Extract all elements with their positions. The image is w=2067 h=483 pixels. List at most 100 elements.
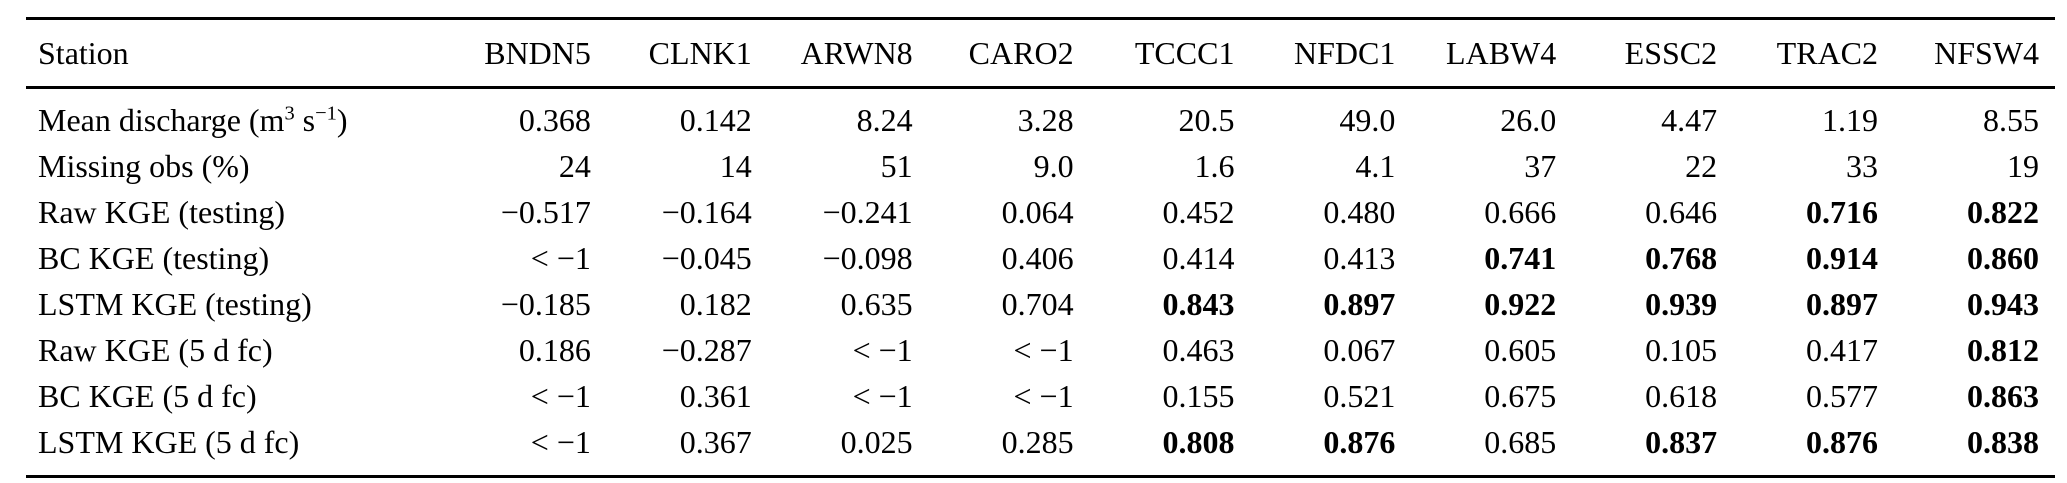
table-cell: 0.367 [679, 423, 752, 460]
superscript: −1 [315, 101, 337, 124]
table-cell: 0.406 [1001, 239, 1074, 276]
table-cell: 0.618 [1645, 377, 1718, 414]
table-row: LSTM KGE (5 d fc) < −1 0.367 0.025 0.285 0.80… [26, 419, 2055, 477]
column-header-station: Station [26, 18, 446, 89]
table-cell: 0.863 [1967, 377, 2039, 414]
table-cell: 0.067 [1323, 331, 1396, 368]
column-header-arwn8: ARWN8 [767, 18, 929, 89]
table-cell: 0.876 [1323, 423, 1396, 460]
table-row: BC KGE (testing) < −1 −0.045 −0.098 0.406 0.4… [26, 235, 2055, 281]
table-cell: 33 [1846, 147, 1879, 184]
table-cell: < −1 [1013, 331, 1074, 368]
station-statistics-table-container: Station BNDN5 CLNK1 ARWN8 CARO2 TCCC1 NFDC1 LAB… [26, 17, 2055, 478]
table-cell: 0.025 [840, 423, 913, 460]
table-cell: 0.521 [1323, 377, 1396, 414]
column-header-clnk1: CLNK1 [606, 18, 768, 89]
column-header-trac2: TRAC2 [1733, 18, 1895, 89]
table-cell: 0.939 [1645, 285, 1718, 322]
row-label: Missing obs (%) [38, 147, 250, 184]
table-cell: 0.646 [1645, 193, 1718, 230]
table-cell: 0.822 [1967, 193, 2039, 230]
station-statistics-table: Station BNDN5 CLNK1 ARWN8 CARO2 TCCC1 NFDC1 LAB… [26, 17, 2055, 478]
table-cell: < −1 [1013, 377, 1074, 414]
table-cell: 0.837 [1645, 423, 1718, 460]
header-row: Station BNDN5 CLNK1 ARWN8 CARO2 TCCC1 NFDC1 LAB… [26, 18, 2055, 89]
table-cell: 0.685 [1484, 423, 1557, 460]
table-cell: 0.635 [840, 285, 913, 322]
table-cell: 0.463 [1162, 331, 1235, 368]
table-cell: −0.517 [500, 193, 591, 230]
table-cell: 0.064 [1001, 193, 1074, 230]
table-cell: < −1 [530, 377, 591, 414]
table-cell: 0.675 [1484, 377, 1557, 414]
row-label: Raw KGE (5 d fc) [38, 331, 273, 368]
table-cell: −0.164 [661, 193, 752, 230]
column-header-bndn5: BNDN5 [446, 18, 607, 89]
table-cell: 0.480 [1323, 193, 1396, 230]
table-cell: 1.6 [1194, 147, 1235, 184]
row-label: Raw KGE (testing) [38, 193, 286, 230]
row-label: LSTM KGE (testing) [38, 285, 312, 322]
column-header-essc2: ESSC2 [1572, 18, 1734, 89]
table-cell: 0.285 [1001, 423, 1074, 460]
column-header-caro2: CARO2 [928, 18, 1090, 89]
table-cell: 0.155 [1162, 377, 1235, 414]
table-cell: 0.914 [1806, 239, 1879, 276]
row-label: BC KGE (5 d fc) [38, 377, 257, 414]
table-cell: 0.897 [1806, 285, 1879, 322]
table-cell: 4.1 [1355, 147, 1396, 184]
table-cell: < −1 [852, 377, 913, 414]
table-cell: 0.368 [518, 101, 591, 138]
table-cell: 1.19 [1822, 101, 1879, 138]
table-cell: 0.182 [679, 285, 752, 322]
table-cell: 22 [1685, 147, 1718, 184]
table-body: Mean discharge (m3 s−1) 0.368 0.142 8.24 3.2… [26, 88, 2055, 477]
table-cell: 24 [558, 147, 591, 184]
column-header-tccc1: TCCC1 [1089, 18, 1251, 89]
superscript: 3 [284, 101, 295, 124]
column-header-nfdc1: NFDC1 [1250, 18, 1412, 89]
table-cell: 0.860 [1967, 239, 2039, 276]
table-cell: 51 [880, 147, 913, 184]
table-cell: 0.808 [1162, 423, 1235, 460]
column-header-labw4: LABW4 [1411, 18, 1573, 89]
table-cell: 0.897 [1323, 285, 1396, 322]
table-cell: 49.0 [1339, 101, 1396, 138]
table-cell: 26.0 [1500, 101, 1557, 138]
table-cell: < −1 [530, 239, 591, 276]
table-row: LSTM KGE (testing) −0.185 0.182 0.635 0.704 0… [26, 281, 2055, 327]
table-cell: 0.741 [1484, 239, 1557, 276]
table-cell: 37 [1524, 147, 1557, 184]
table-row: BC KGE (5 d fc) < −1 0.361 < −1 < −1 0.155 0.5… [26, 373, 2055, 419]
table-cell: 0.186 [518, 331, 591, 368]
table-cell: < −1 [852, 331, 913, 368]
table-cell: −0.185 [500, 285, 591, 322]
column-header-nfsw4: NFSW4 [1894, 18, 2055, 89]
table-cell: −0.098 [822, 239, 913, 276]
table-cell: 0.716 [1806, 193, 1879, 230]
table-cell: −0.045 [661, 239, 752, 276]
table-cell: 19 [2007, 147, 2039, 184]
row-label: Mean discharge (m3 s−1) [38, 101, 348, 138]
table-cell: −0.287 [661, 331, 752, 368]
table-cell: 9.0 [1033, 147, 1074, 184]
table-cell: 0.838 [1967, 423, 2039, 460]
table-cell: 0.414 [1162, 239, 1235, 276]
table-cell: 0.605 [1484, 331, 1557, 368]
table-cell: 20.5 [1178, 101, 1235, 138]
table-cell: < −1 [530, 423, 591, 460]
table-cell: 0.768 [1645, 239, 1718, 276]
table-cell: 0.142 [679, 101, 752, 138]
table-cell: 0.361 [679, 377, 752, 414]
table-cell: 0.943 [1967, 285, 2039, 322]
table-cell: 3.28 [1017, 101, 1074, 138]
table-cell: 0.704 [1001, 285, 1074, 322]
table-row: Raw KGE (5 d fc) 0.186 −0.287 < −1 < −1 0.463… [26, 327, 2055, 373]
table-cell: 0.105 [1645, 331, 1718, 368]
table-cell: 0.413 [1323, 239, 1396, 276]
table-row: Missing obs (%) 24 14 51 9.0 1.6 4.1 37 22 33 19 [26, 143, 2055, 189]
table-cell: 0.812 [1967, 331, 2039, 368]
table-cell: 0.417 [1806, 331, 1879, 368]
table-cell: 0.843 [1162, 285, 1235, 322]
table-cell: 8.55 [1983, 101, 2039, 138]
